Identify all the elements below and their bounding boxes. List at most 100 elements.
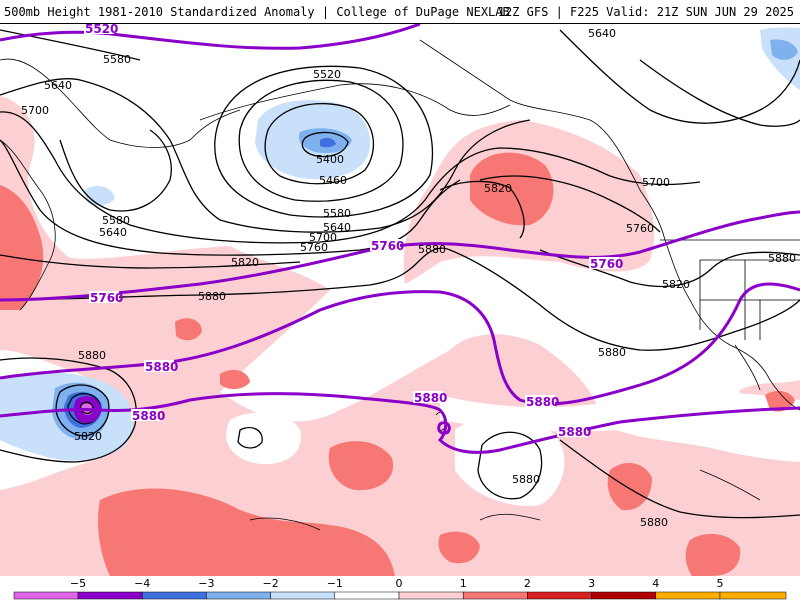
north-america-west-coast [664,239,800,411]
purple-label-5880-hawaii: 5880 [414,391,447,405]
salmon-patch-4 [98,488,395,576]
contour-cyclone-eye [79,401,94,415]
purple-label-5880-south: 5880 [558,425,591,439]
salmon-patch-7 [438,531,480,564]
legend-tick-label: 3 [588,577,595,590]
contour-5880-ring-1 [55,384,110,437]
contour-5400 [301,131,349,158]
legend-tick-label: 5 [717,577,724,590]
legend-color-segment [77,591,143,600]
purple-label-5760-right: 5760 [590,257,623,271]
pink-region-west [0,96,800,576]
legend-tick-label: −1 [327,577,343,590]
label-5820-ridge: 5820 [484,182,512,195]
label-5640-left-low: 5640 [99,226,127,239]
legend-color-segment [13,591,79,600]
legend-color-segment [270,591,336,600]
contour-labels-purple: 5520 5760 5760 5760 5880 5880 5880 5880 … [84,24,623,439]
legend-color-segment [527,591,592,600]
legend-tick-label: −4 [134,577,150,590]
legend-tick-label: 2 [524,577,531,590]
legend-tick-label: 0 [396,577,403,590]
anomaly-legend: −5 −4 −3 −2 −1 0 1 2 3 4 5 [0,576,800,600]
label-5760-right: 5760 [626,222,654,235]
legend-colorbar [13,591,787,600]
label-5760-center: 5760 [300,241,328,254]
legend-tick-label: −2 [262,577,278,590]
contour-5880-cyclone-outer [0,357,137,463]
label-5580-left-low: 5580 [102,214,130,227]
neutral-band [440,392,800,440]
contour-5820-ridge [439,180,525,239]
purple-label-5760-left: 5760 [90,291,123,305]
salmon-patch-3 [328,441,394,491]
model-valid-time: 12Z GFS | F225 Valid: 21Z SUN JUN 29 202… [497,5,794,19]
label-5880-center: 5880 [198,290,226,303]
baja [734,344,761,391]
label-5640-center: 5640 [323,221,351,234]
purple-cyclone-ring [73,396,102,424]
legend-color-segment [462,591,528,600]
label-bg [557,425,587,437]
contour-5700 [0,59,800,244]
label-bg [413,391,443,403]
label-5640-left: 5640 [44,79,72,92]
purple-label-5880-center: 5880 [526,395,559,409]
legend-tick-label: −3 [198,577,214,590]
legend-color-segment [655,591,721,600]
legend-tick-label: 1 [460,577,467,590]
label-5880-bottom-right: 5880 [640,516,668,529]
purple-contour-5760 [0,210,800,302]
salmon-west-coast [0,185,44,310]
purple-hawaii-loop [437,421,451,435]
legend-color-segment [334,591,400,600]
contour-5820-east [539,249,800,288]
label-5880-south: 5880 [512,473,540,486]
anomaly-map: 5640 5580 5520 5640 5700 5400 5460 5580 … [0,24,800,576]
us-states [699,259,800,340]
legend-color-segment [719,591,787,600]
height-contours-black [0,29,800,519]
contour-5460 [264,102,375,185]
legend-color-segment [206,591,271,600]
map-header: 500mb Height 1981-2010 Standardized Anom… [0,0,800,24]
contour-5880-hole-1 [237,427,263,449]
height-contours-purple [0,24,800,454]
label-bg [84,24,114,34]
contour-5580-west [0,29,172,212]
blue-low-center-dot [320,137,336,148]
legend-color-segment [591,591,657,600]
contour-5520 [238,79,404,202]
legend-color-segment [398,591,464,600]
label-bg [589,257,619,269]
label-5820-cyclone: 5820 [74,430,102,443]
pacific-islands [249,469,761,531]
legend-tick-label: 4 [652,577,659,590]
salmon-patch-2 [220,369,250,390]
purple-label-5760-center: 5760 [371,239,404,253]
purple-label-5520: 5520 [85,24,118,36]
legend-tick-label: −5 [70,577,86,590]
strong-positive-regions [0,152,795,576]
label-5700-left: 5700 [21,104,49,117]
contour-5580-low [214,65,434,218]
purple-contour-5880-lower [0,392,800,454]
salmon-patch-1 [175,318,202,341]
contour-labels-black: 5640 5580 5520 5640 5700 5400 5460 5580 … [21,27,796,529]
legend-tick-labels: −5 −4 −3 −2 −1 0 1 2 3 4 5 [70,577,724,590]
label-5580-top-left: 5580 [103,53,131,66]
label-bg [525,395,555,407]
salmon-ridge-core [470,152,554,226]
label-bg [370,239,400,251]
label-bg [89,291,119,303]
blue-northeast-core [770,39,798,60]
map-title: 500mb Height 1981-2010 Standardized Anom… [4,5,510,19]
contour-5880-north [0,247,800,351]
purple-contour-5520 [0,24,421,50]
salmon-patch-5 [607,463,652,511]
asia-coast [0,58,241,311]
salmon-patch-6 [685,533,741,576]
label-5880-mid-right: 5880 [598,346,626,359]
label-5880-far-right: 5880 [768,252,796,265]
